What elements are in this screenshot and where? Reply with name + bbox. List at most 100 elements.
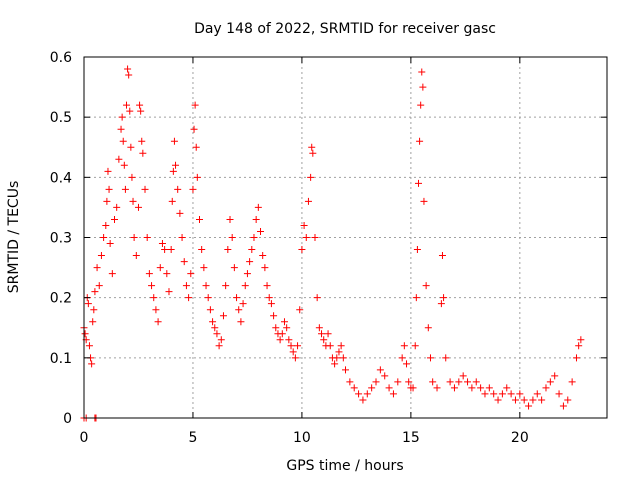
data-point <box>241 282 249 290</box>
x-tick-label: 15 <box>402 430 420 446</box>
data-point <box>355 390 363 398</box>
data-point <box>442 354 450 362</box>
data-point <box>389 390 397 398</box>
data-point <box>176 209 184 217</box>
data-point <box>350 384 358 392</box>
x-tick-label: 5 <box>188 430 197 446</box>
data-point <box>118 113 126 121</box>
y-tick-label: 0 <box>63 411 72 427</box>
data-point <box>507 390 515 398</box>
data-point <box>559 402 567 410</box>
data-point <box>411 342 419 350</box>
data-point <box>424 324 432 332</box>
data-point <box>187 270 195 278</box>
data-point <box>215 342 223 350</box>
data-point <box>104 167 112 175</box>
data-point <box>252 215 260 223</box>
data-point <box>193 173 201 181</box>
data-point <box>89 318 97 326</box>
data-point <box>172 161 180 169</box>
data-point <box>415 179 423 187</box>
data-point <box>239 300 247 308</box>
y-tick-label: 0.5 <box>50 110 72 126</box>
data-point <box>163 270 171 278</box>
data-point <box>136 101 144 109</box>
data-point <box>202 282 210 290</box>
data-point <box>335 348 343 356</box>
data-point <box>298 246 306 254</box>
data-point <box>533 390 541 398</box>
data-point <box>267 300 275 308</box>
data-point <box>529 396 537 404</box>
data-point <box>113 203 121 211</box>
data-point <box>248 246 256 254</box>
data-point <box>192 143 200 151</box>
data-point <box>132 252 140 260</box>
data-point <box>125 71 133 79</box>
data-point <box>198 246 206 254</box>
data-point <box>472 378 480 386</box>
data-point <box>88 360 96 368</box>
data-point <box>139 149 147 157</box>
data-point <box>459 372 467 380</box>
data-point <box>259 252 267 260</box>
data-point <box>337 342 345 350</box>
data-point <box>213 330 221 338</box>
data-point <box>477 384 485 392</box>
data-point <box>503 384 511 392</box>
data-point <box>403 360 411 368</box>
points-layer <box>80 65 585 422</box>
data-point <box>296 306 304 314</box>
data-point <box>464 378 472 386</box>
data-point <box>376 366 384 374</box>
data-point <box>130 234 138 241</box>
data-point <box>381 372 389 380</box>
data-point <box>331 360 339 368</box>
data-point <box>102 221 110 229</box>
data-point <box>156 264 164 272</box>
data-point <box>84 300 92 308</box>
data-point <box>568 378 576 386</box>
data-point <box>222 282 230 290</box>
data-point <box>106 240 114 248</box>
data-point <box>289 348 297 356</box>
data-point <box>546 378 554 386</box>
data-point <box>228 234 236 241</box>
data-point <box>182 282 190 290</box>
data-point <box>190 125 198 133</box>
data-point <box>185 294 193 302</box>
data-point <box>494 396 502 404</box>
data-point <box>278 330 286 338</box>
data-point <box>413 246 421 254</box>
data-point <box>209 318 217 326</box>
data-point <box>195 215 203 223</box>
grid-layer <box>84 57 607 418</box>
data-point <box>280 318 288 326</box>
data-point <box>304 197 312 205</box>
data-point <box>204 294 212 302</box>
data-point <box>416 137 424 145</box>
data-point <box>346 378 354 386</box>
data-point <box>363 390 371 398</box>
data-point <box>455 378 463 386</box>
data-point <box>150 294 158 302</box>
data-point <box>237 318 245 326</box>
data-point <box>257 227 265 235</box>
data-point <box>224 246 232 254</box>
data-point <box>320 336 328 344</box>
data-point <box>265 294 273 302</box>
data-point <box>137 107 145 115</box>
data-point <box>400 342 408 350</box>
data-point <box>318 330 326 338</box>
data-point <box>211 324 219 332</box>
data-point <box>91 288 99 296</box>
data-point <box>117 125 125 133</box>
data-point <box>437 300 445 308</box>
data-point <box>405 378 413 386</box>
data-point <box>313 294 321 302</box>
data-point <box>283 324 291 332</box>
data-point <box>105 185 113 193</box>
data-point <box>372 378 380 386</box>
data-point <box>564 396 572 404</box>
